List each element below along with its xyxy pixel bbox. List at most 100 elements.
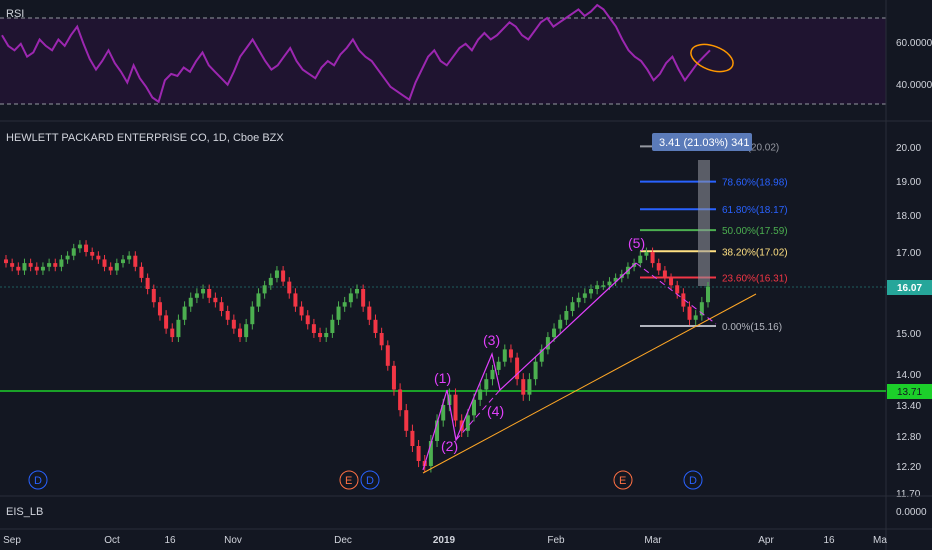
x-tick-label: Apr (758, 535, 774, 546)
x-tick-label: Oct (104, 535, 120, 546)
earnings-marker[interactable] (339, 470, 359, 490)
candle-body (428, 441, 433, 466)
rsi-line (1, 3, 711, 104)
candle-body (28, 263, 33, 267)
candle-body (576, 297, 581, 303)
candle-body (558, 319, 563, 329)
candle-body (268, 277, 273, 286)
candle-body (693, 315, 698, 320)
candle-body (114, 263, 119, 271)
fib-level-label: 50.00%(17.59) (722, 226, 788, 237)
candle-body (478, 389, 483, 400)
candle-body (552, 328, 557, 338)
x-tick-label: Mar (644, 535, 662, 546)
candle-body (582, 293, 587, 298)
candle-body (644, 252, 649, 256)
candles (4, 240, 710, 473)
candle-body (256, 293, 261, 307)
candle-body (324, 333, 329, 338)
fib-level-label: 23.60%(16.31) (722, 274, 788, 285)
x-tick-label: Dec (334, 535, 352, 546)
candle-body (564, 311, 569, 320)
candle-body (348, 293, 353, 303)
candle-body (164, 315, 169, 329)
candle-body (244, 324, 249, 338)
candle-body (539, 349, 544, 362)
candle-body (472, 399, 476, 416)
candle-body (675, 285, 680, 294)
candle-body (669, 277, 674, 286)
elliott-wave-lines[interactable] (422, 262, 637, 471)
last-price-text: 16.07 (897, 283, 922, 294)
candle-body (170, 328, 175, 338)
y-tick-label: 18.00 (896, 211, 921, 222)
dividend-marker-text: D (366, 475, 374, 487)
wave-correction-dashed (635, 262, 717, 325)
candle-body (570, 302, 575, 311)
fib-level-label: 78.60%(18.98) (722, 178, 788, 189)
earnings-marker[interactable] (613, 470, 633, 490)
candle-body (533, 361, 538, 380)
candle-body (194, 293, 199, 298)
candle-body (416, 446, 421, 461)
earnings-marker-text: E (345, 475, 352, 487)
candle-body (527, 379, 532, 395)
candle-body (127, 255, 132, 260)
x-tick-label: 16 (164, 535, 176, 546)
wave-label-5: (5) (628, 235, 645, 251)
price-y-ticks: 20.0019.0018.0017.0016.0015.0014.0013.40… (896, 143, 921, 500)
fib-retracement[interactable]: 100%(20.02)78.60%(18.98)61.80%(18.17)50.… (640, 142, 788, 333)
wave-label-4: (4) (487, 403, 504, 419)
candle-body (391, 365, 396, 390)
candle-body (250, 306, 255, 325)
y-tick-label: 20.00 (896, 143, 921, 154)
y-tick-label: 12.80 (896, 432, 921, 443)
candle-body (207, 289, 212, 298)
candle-body (182, 306, 187, 320)
candle-body (188, 297, 193, 307)
y-tick-label: 11.70 (896, 489, 921, 500)
y-tick-label: 12.20 (896, 462, 921, 473)
x-tick-label: Sep (3, 535, 21, 546)
candle-body (681, 293, 686, 307)
dividend-marker[interactable] (683, 470, 703, 490)
candle-body (656, 263, 661, 271)
y-tick-label: 17.00 (896, 248, 921, 259)
candle-body (225, 311, 230, 320)
candle-body (16, 266, 21, 271)
earnings-marker-text: E (619, 475, 626, 487)
candle-body (367, 306, 372, 320)
candle-body (274, 270, 279, 278)
candle-body (40, 266, 45, 271)
rsi-band (0, 18, 886, 104)
candle-body (77, 244, 82, 249)
candle-body (595, 285, 600, 289)
x-tick-label: 16 (823, 535, 835, 546)
dividend-marker[interactable] (28, 470, 48, 490)
candle-body (379, 333, 384, 346)
wave-label-3: (3) (483, 332, 500, 348)
last-price-badge (887, 280, 932, 295)
candle-body (145, 277, 150, 289)
support-price-text: 13.71 (897, 387, 922, 398)
candle-body (496, 361, 501, 370)
event-markers[interactable]: D E D E D (28, 470, 703, 490)
dividend-marker[interactable] (360, 470, 380, 490)
candle-body (59, 259, 64, 267)
fib-level-label: 0.00%(15.16) (722, 322, 782, 333)
x-tick-label: Feb (547, 535, 565, 546)
candle-body (262, 285, 267, 294)
candle-body (336, 306, 341, 320)
fib-level-label: 38.20%(17.02) (722, 247, 788, 258)
fib-level-label: 61.80%(18.17) (722, 205, 788, 216)
candle-body (410, 430, 415, 446)
candle-body (10, 263, 15, 267)
candle-body (176, 319, 181, 338)
candle-body (441, 405, 446, 421)
candle-body (589, 289, 593, 294)
trendline-support[interactable] (422, 293, 757, 474)
candle-body (53, 263, 58, 267)
candle-body (213, 297, 218, 303)
wave-label-1: (1) (434, 370, 451, 386)
